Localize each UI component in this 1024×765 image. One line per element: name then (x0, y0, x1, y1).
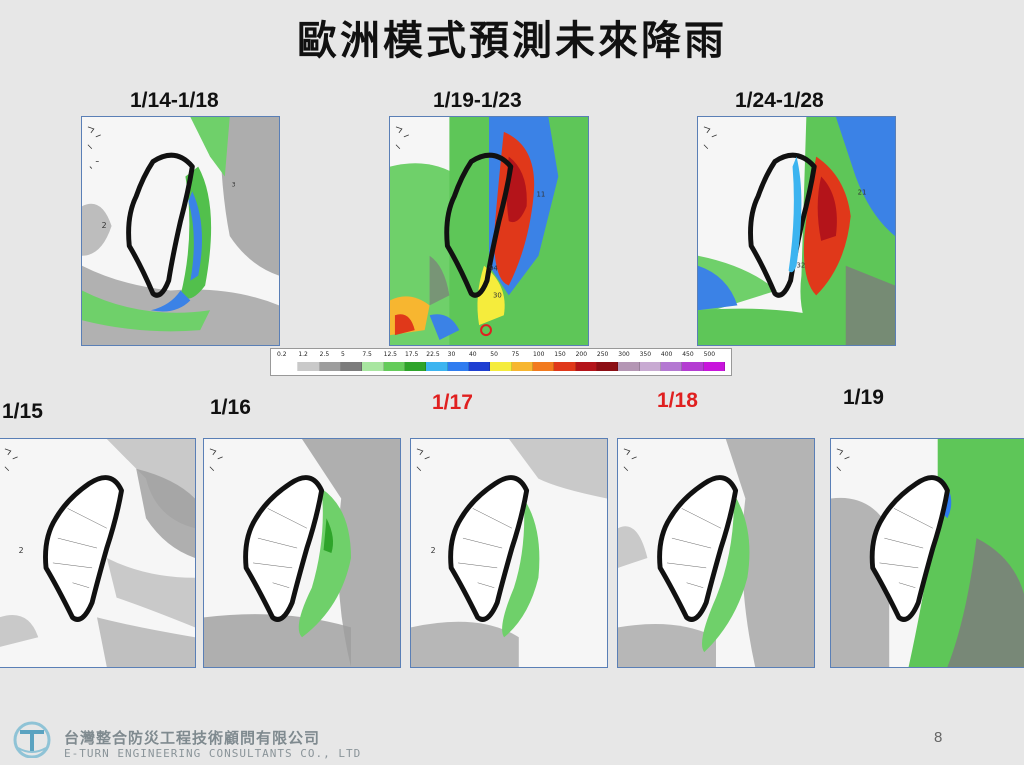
scale-tick: 5 (340, 351, 345, 358)
scale-tick: 40 (468, 351, 477, 358)
page-number: 8 (934, 729, 943, 746)
rainfall-map-1-16 (203, 438, 401, 668)
color-scale-bar (277, 362, 725, 371)
scale-tick: 300 (618, 351, 630, 358)
color-scale-swatch (554, 362, 576, 371)
map-label-1-16: 1/16 (210, 396, 251, 419)
scale-tick: 7.5 (362, 351, 372, 358)
svg-text:2: 2 (102, 221, 107, 230)
scale-tick: 500 (703, 351, 716, 358)
rainfall-map-1-15: 2 (0, 438, 196, 668)
rainfall-color-scale: 0.2 1.2 2.5 5 7.5 12.5 17.5 22.5 30 40 5… (270, 348, 732, 376)
rainfall-map-1-19-1-23: 11 94 30 (389, 116, 589, 346)
color-scale-swatch (447, 362, 469, 371)
scale-tick: 400 (660, 351, 673, 358)
company-name-english: E-TURN ENGINEERING CONSULTANTS CO., LTD (64, 747, 362, 760)
map-label-1-17: 1/17 (432, 391, 473, 414)
scale-tick: 75 (511, 351, 520, 358)
color-scale-swatch (468, 362, 491, 371)
color-scale-swatch (596, 362, 619, 371)
scale-tick: 350 (639, 351, 652, 358)
color-scale-swatch (490, 362, 512, 371)
scale-tick: 100 (532, 351, 545, 358)
svg-text:2: 2 (19, 546, 24, 555)
color-scale-ticks: 0.2 1.2 2.5 5 7.5 12.5 17.5 22.5 30 40 5… (277, 351, 725, 361)
color-scale-swatch (319, 362, 341, 371)
map-label-1-19: 1/19 (843, 386, 884, 409)
svg-text:32: 32 (797, 262, 806, 270)
svg-text:94: 94 (489, 265, 498, 273)
scale-tick: 150 (554, 351, 566, 358)
company-logo-icon (13, 721, 51, 758)
scale-tick: 1.2 (298, 351, 308, 358)
color-scale-swatch (618, 362, 640, 371)
scale-tick: 22.5 (426, 351, 440, 358)
rainfall-map-1-18 (617, 438, 815, 668)
svg-text:30: 30 (493, 291, 502, 299)
map-label-1-14-1-18: 1/14-1/18 (130, 89, 219, 112)
color-scale-swatch (404, 362, 427, 371)
scale-tick: 200 (575, 351, 588, 358)
slide-title: 歐洲模式預測未來降雨 (297, 18, 727, 64)
rainfall-map-1-17: 2 (410, 438, 608, 668)
company-name-chinese: 台灣整合防災工程技術顧問有限公司 (64, 729, 321, 747)
map-label-1-24-1-28: 1/24-1/28 (735, 89, 824, 112)
rainfall-map-1-14-1-18: 2 3 (81, 116, 280, 346)
scale-tick: 2.5 (319, 351, 330, 358)
color-scale-swatch (639, 362, 661, 371)
map-label-1-15: 1/15 (2, 400, 43, 423)
scale-tick: 50 (490, 351, 498, 358)
scale-tick: 0.2 (277, 351, 287, 358)
color-scale-swatch (575, 362, 597, 371)
svg-text:21: 21 (858, 188, 867, 196)
scale-tick: 250 (596, 351, 609, 358)
svg-text:2: 2 (431, 546, 436, 555)
map-label-1-18: 1/18 (657, 389, 698, 412)
color-scale-swatch (277, 362, 299, 371)
svg-text:3: 3 (232, 182, 236, 188)
color-scale-swatch (383, 362, 405, 371)
scale-tick: 17.5 (404, 351, 419, 358)
color-scale-swatch (703, 362, 725, 371)
color-scale-swatch (532, 362, 555, 371)
map-label-1-19-1-23: 1/19-1/23 (433, 89, 522, 112)
color-scale-swatch (340, 362, 363, 371)
scale-tick: 12.5 (383, 351, 397, 358)
color-scale-swatch (362, 362, 384, 371)
color-scale-swatch (426, 362, 448, 371)
color-scale-swatch (682, 362, 704, 371)
rainfall-map-1-24-1-28: 21 32 (697, 116, 896, 346)
color-scale-swatch (298, 362, 320, 371)
color-scale-swatch (660, 362, 683, 371)
svg-text:11: 11 (537, 190, 546, 198)
scale-tick: 30 (447, 351, 456, 358)
rainfall-map-1-19 (830, 438, 1024, 668)
scale-tick: 450 (682, 351, 694, 358)
color-scale-swatch (511, 362, 533, 371)
